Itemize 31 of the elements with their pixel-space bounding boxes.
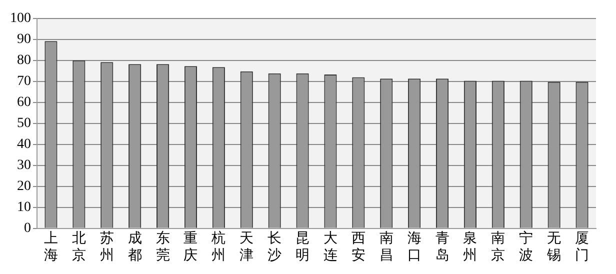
x-tick-label: 泉州	[463, 230, 478, 264]
x-tick-label: 北京	[72, 230, 86, 264]
y-tick-label: 0	[24, 221, 31, 236]
y-tick-label: 30	[17, 158, 31, 174]
y-tick-label: 50	[17, 116, 31, 132]
y-tick-label: 90	[17, 32, 31, 48]
x-tick-label: 苏州	[100, 230, 114, 264]
x-tick-label: 南昌	[379, 230, 394, 264]
x-tick-label: 宁波	[519, 230, 534, 264]
x-tick-label: 西安	[351, 231, 366, 264]
x-tick-label: 青岛	[435, 230, 450, 264]
x-tick-label: 杭州	[210, 230, 226, 264]
x-tick-label: 大连	[323, 230, 338, 264]
x-tick-label: 厦门	[575, 230, 590, 264]
x-tick-label: 无锡	[546, 231, 562, 264]
y-tick-label: 70	[17, 74, 31, 90]
x-tick-label: 成都	[128, 230, 142, 264]
x-tick-label: 天津	[240, 231, 254, 264]
y-tick-label: 40	[17, 137, 31, 152]
y-tick-label: 10	[17, 200, 31, 216]
x-tick-label: 上海	[44, 230, 58, 264]
y-tick-label: 20	[17, 179, 31, 194]
x-tick-label: 海口	[407, 230, 422, 264]
x-tick-label: 重庆	[184, 230, 198, 264]
y-tick-label: 60	[17, 95, 31, 110]
x-tick-label: 长沙	[268, 230, 282, 264]
y-tick-label: 80	[17, 53, 31, 68]
x-tick-label: 南京	[491, 230, 506, 264]
x-tick-label: 东莞	[156, 230, 170, 264]
x-tick-label: 昆明	[296, 230, 310, 264]
y-tick-label: 100	[10, 11, 31, 26]
